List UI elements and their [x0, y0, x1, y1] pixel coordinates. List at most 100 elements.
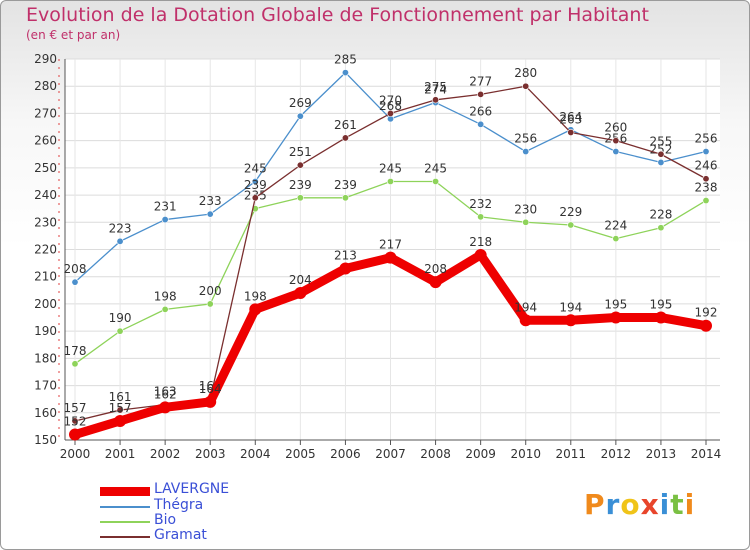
data-point-lavergne: [204, 395, 217, 408]
data-point-lavergne: [339, 262, 352, 275]
x-tick-label: 2012: [601, 447, 632, 461]
data-label-gramat: 251: [289, 145, 312, 159]
data-point-lavergne: [114, 414, 127, 427]
data-label-gramat: 255: [649, 134, 672, 148]
data-point-thegra: [477, 120, 485, 128]
data-point-gramat: [612, 137, 620, 145]
x-tick-label: 2011: [556, 447, 587, 461]
data-point-gramat: [702, 175, 710, 183]
y-tick-label: 290: [34, 52, 57, 66]
logo-letter: t: [670, 488, 685, 521]
y-tick-label: 280: [34, 79, 57, 93]
data-label-lavergne: 213: [334, 249, 357, 263]
chart-title: Evolution de la Dotation Globale de Fonc…: [26, 4, 649, 26]
data-point-thegra: [206, 210, 214, 218]
data-label-gramat: 161: [109, 390, 132, 404]
data-point-gramat: [657, 150, 665, 158]
data-label-gramat: 280: [514, 66, 537, 80]
data-point-bio: [432, 177, 440, 185]
data-point-bio: [116, 327, 124, 335]
legend-swatch: [100, 506, 150, 508]
data-label-bio: 178: [64, 344, 87, 358]
data-label-lavergne: 198: [244, 289, 267, 303]
legend-swatch: [100, 536, 150, 538]
data-label-lavergne: 194: [559, 300, 582, 314]
data-point-bio: [206, 300, 214, 308]
legend-label: LAVERGNE: [154, 481, 230, 497]
data-label-bio: 224: [604, 219, 627, 233]
data-label-lavergne: 164: [199, 382, 222, 396]
data-label-thegra: 231: [154, 200, 177, 214]
data-label-bio: 228: [649, 208, 672, 222]
data-point-gramat: [432, 96, 440, 104]
data-point-lavergne: [519, 314, 532, 327]
y-tick-label: 260: [34, 134, 57, 148]
proxiti-logo: Proxiti: [584, 488, 695, 521]
data-label-bio: 198: [154, 289, 177, 303]
data-point-bio: [477, 213, 485, 221]
data-label-gramat: 275: [424, 80, 447, 94]
data-point-lavergne: [294, 287, 307, 300]
legend-swatch: [100, 486, 150, 496]
data-point-gramat: [386, 109, 394, 117]
data-point-thegra: [522, 148, 530, 156]
data-label-bio: 232: [469, 197, 492, 211]
data-label-thegra: 223: [109, 221, 132, 235]
data-label-bio: 230: [514, 202, 537, 216]
data-point-lavergne: [159, 401, 172, 414]
data-point-gramat: [341, 134, 349, 142]
data-label-gramat: 270: [379, 93, 402, 107]
data-label-gramat: 263: [559, 112, 582, 126]
data-label-thegra: 268: [379, 99, 402, 113]
data-point-bio: [296, 194, 304, 202]
data-point-thegra: [657, 158, 665, 166]
data-label-bio: 239: [289, 178, 312, 192]
x-tick-label: 2006: [330, 447, 361, 461]
x-tick-label: 2004: [240, 447, 271, 461]
logo-letter: i: [659, 488, 671, 521]
data-point-bio: [71, 360, 79, 368]
data-label-lavergne: 157: [109, 401, 132, 415]
logo-letter: o: [620, 488, 641, 521]
data-point-lavergne: [474, 248, 487, 261]
data-label-thegra: 285: [334, 53, 357, 67]
x-tick-label: 2014: [691, 447, 722, 461]
data-point-bio: [386, 177, 394, 185]
data-point-bio: [522, 218, 530, 226]
x-tick-label: 2009: [465, 447, 496, 461]
data-label-lavergne: 194: [514, 300, 537, 314]
legend-label: Thégra: [154, 497, 204, 513]
data-point-gramat: [296, 161, 304, 169]
data-label-thegra: 208: [64, 262, 87, 276]
data-label-bio: 229: [559, 205, 582, 219]
data-point-thegra: [116, 237, 124, 245]
data-label-lavergne: 195: [604, 298, 627, 312]
data-point-bio: [341, 194, 349, 202]
x-tick-label: 2010: [510, 447, 541, 461]
data-point-thegra: [296, 112, 304, 120]
x-tick-label: 2003: [195, 447, 226, 461]
data-label-thegra: 256: [695, 132, 718, 146]
data-point-gramat: [116, 406, 124, 414]
data-label-lavergne: 152: [64, 415, 87, 429]
y-tick-label: 150: [34, 433, 57, 447]
data-label-gramat: 260: [604, 121, 627, 135]
data-label-thegra: 233: [199, 194, 222, 208]
y-tick-label: 240: [34, 188, 57, 202]
x-tick-label: 2013: [646, 447, 677, 461]
logo-letter: r: [605, 488, 621, 521]
data-point-thegra: [341, 69, 349, 77]
data-point-gramat: [71, 417, 79, 425]
x-tick-label: 2008: [420, 447, 451, 461]
data-label-lavergne: 217: [379, 238, 402, 252]
x-tick-label: 2002: [150, 447, 181, 461]
data-point-bio: [702, 197, 710, 205]
series-bio: 1781901982002352392392452452322302292242…: [64, 161, 718, 368]
y-tick-label: 170: [34, 379, 57, 393]
data-label-bio: 238: [695, 181, 718, 195]
data-label-lavergne: 195: [649, 298, 672, 312]
data-label-bio: 200: [199, 284, 222, 298]
data-label-bio: 245: [424, 161, 447, 175]
data-point-bio: [612, 235, 620, 243]
data-label-bio: 190: [109, 311, 132, 325]
